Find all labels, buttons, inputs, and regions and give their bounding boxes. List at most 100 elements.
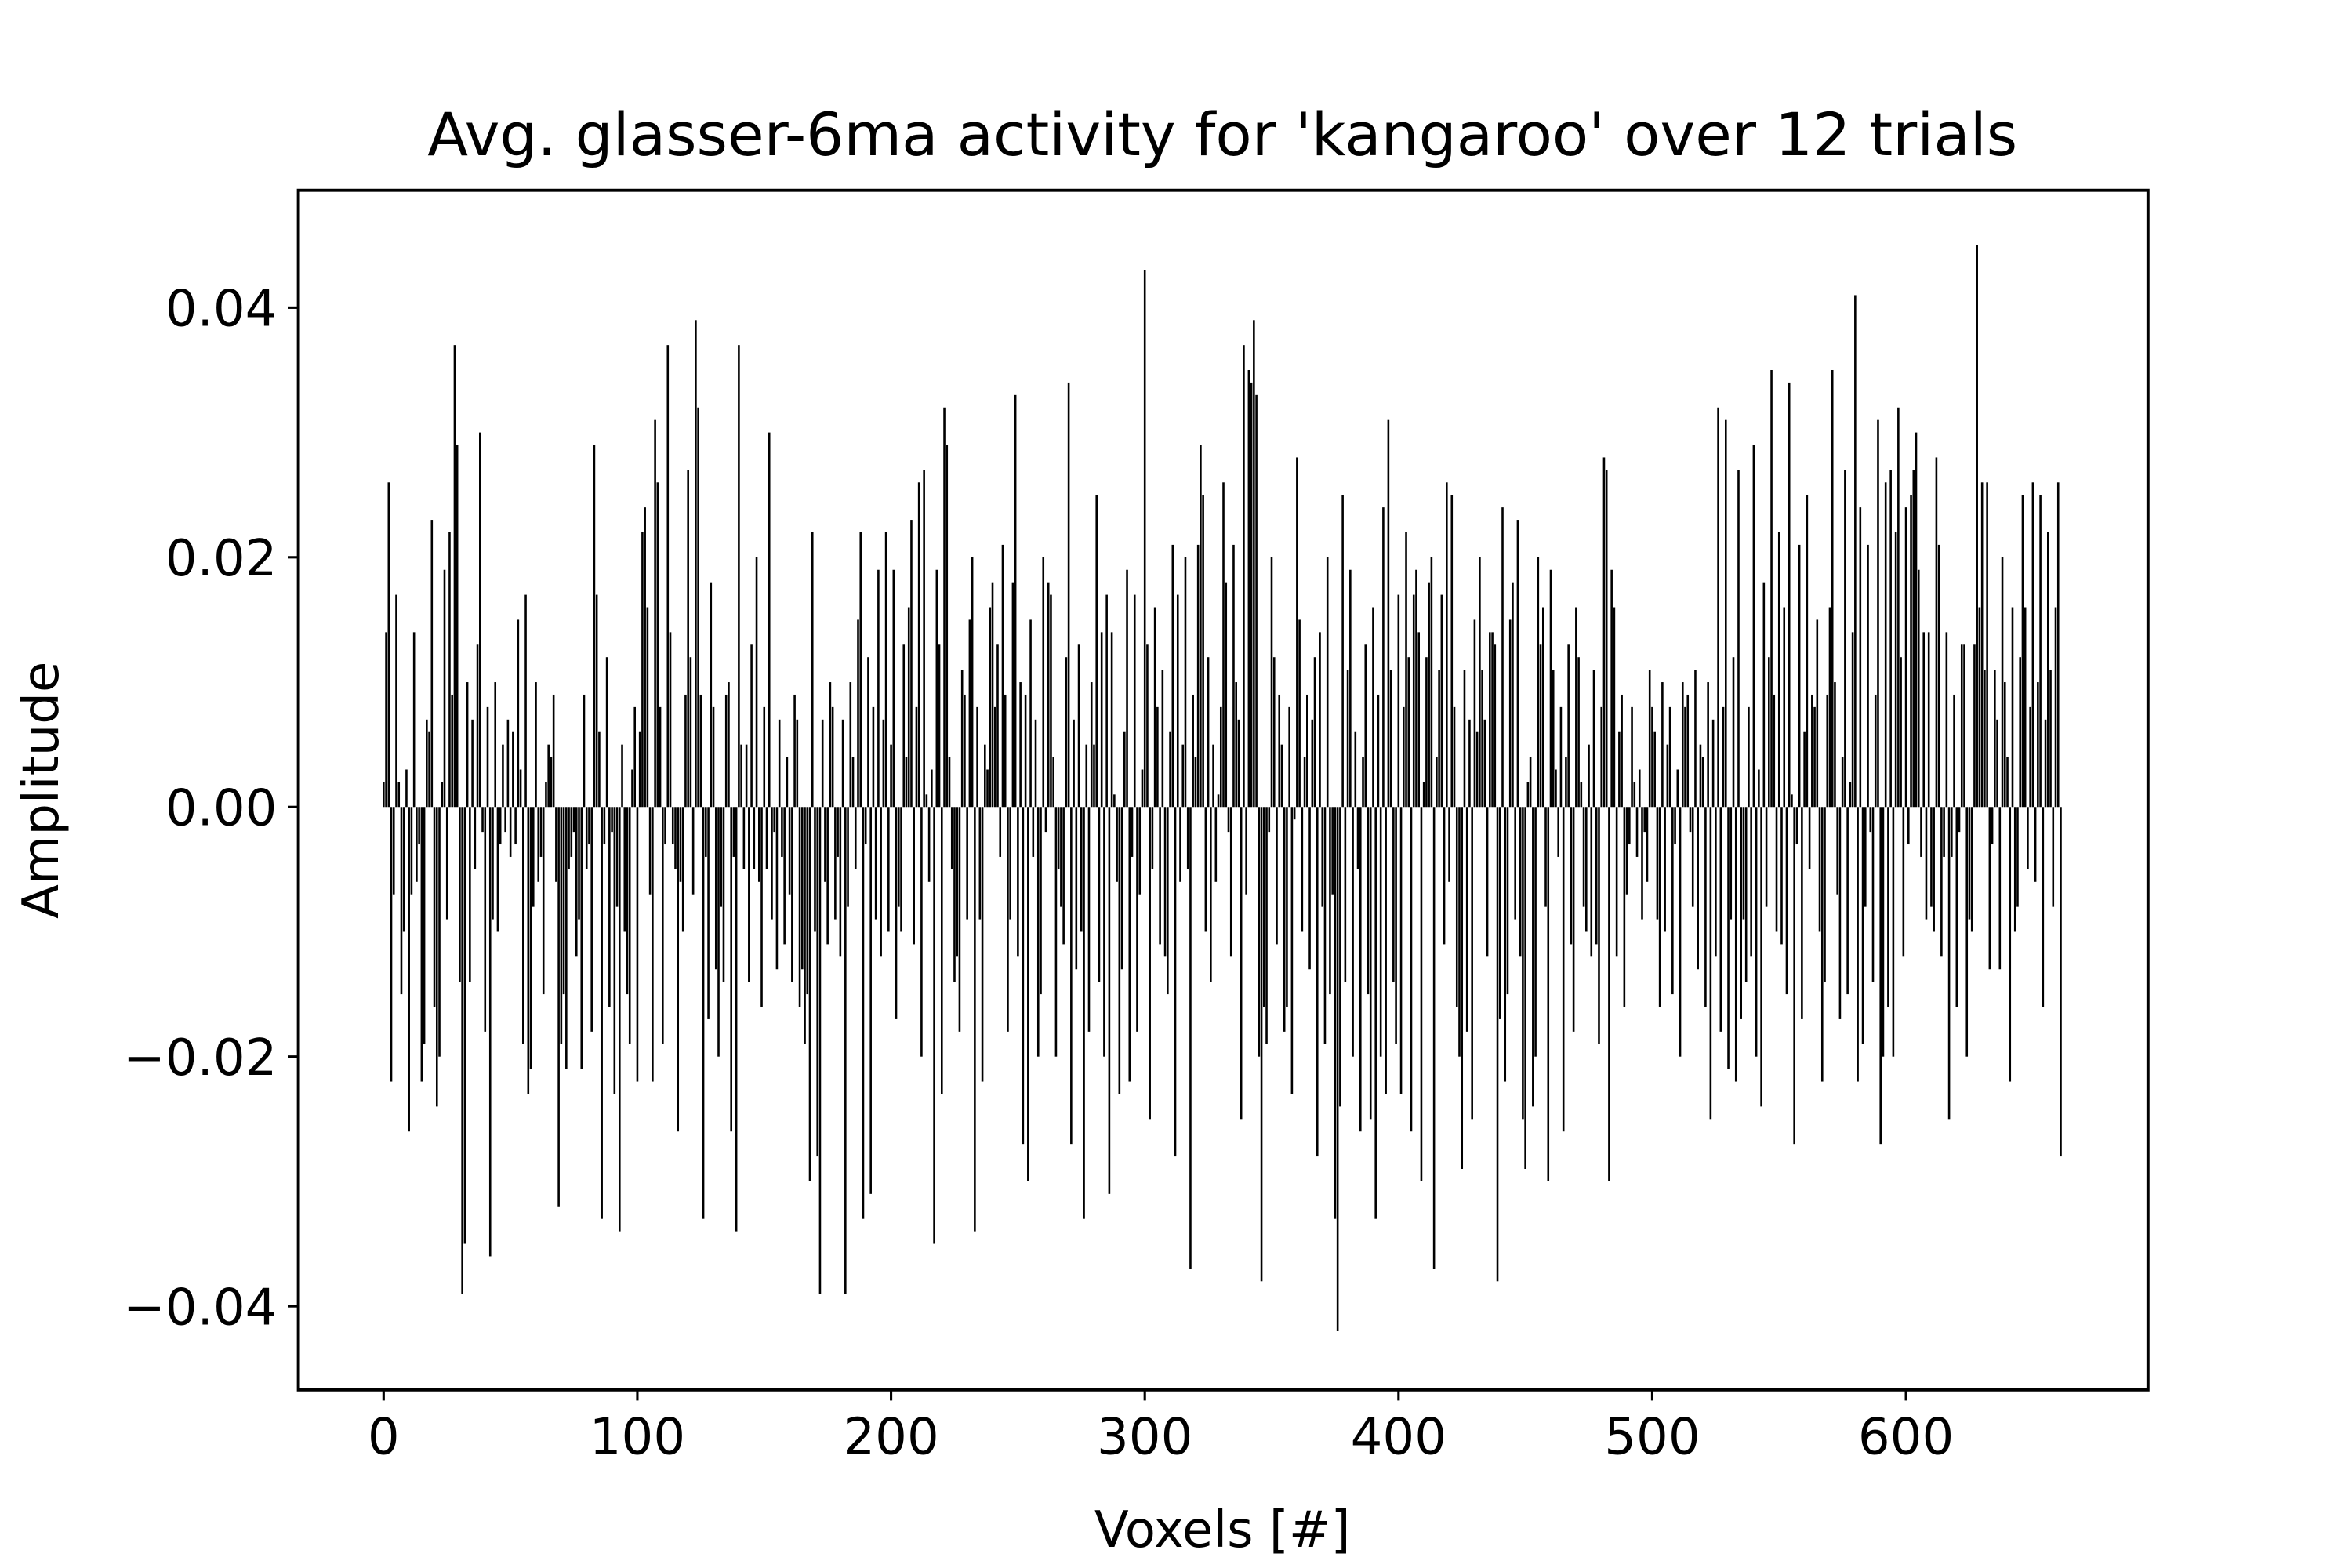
- bar: [459, 807, 461, 982]
- bar: [1552, 670, 1555, 808]
- bar: [1339, 807, 1341, 1107]
- bar: [1214, 807, 1218, 882]
- bar: [1486, 807, 1489, 957]
- bar: [1356, 807, 1359, 869]
- bar: [1438, 670, 1440, 808]
- bar: [677, 807, 680, 1132]
- bar: [1522, 807, 1524, 1120]
- bar: [426, 719, 428, 808]
- bar: [2047, 532, 2049, 808]
- bar: [1186, 807, 1189, 869]
- bar: [771, 807, 773, 920]
- bar: [438, 807, 441, 1057]
- bar: [880, 807, 882, 957]
- bar: [1212, 744, 1214, 808]
- bar: [2044, 719, 2047, 808]
- bar: [613, 807, 616, 1094]
- bar: [1040, 807, 1042, 995]
- bar: [1585, 807, 1588, 932]
- bar: [1588, 744, 1590, 808]
- bar: [1372, 607, 1374, 808]
- bar: [1296, 457, 1298, 808]
- bar: [735, 807, 738, 1232]
- bar: [1118, 807, 1121, 1094]
- bar: [1407, 657, 1410, 808]
- bar: [999, 807, 1002, 857]
- bar: [1910, 495, 1912, 808]
- bar: [1775, 807, 1778, 932]
- bar: [1788, 382, 1791, 808]
- bar: [905, 757, 908, 808]
- bar: [1047, 582, 1050, 808]
- bar: [412, 632, 416, 808]
- bar: [1316, 807, 1319, 1157]
- bar: [1996, 719, 1998, 808]
- bar: [1894, 532, 1897, 808]
- bar: [1537, 557, 1540, 808]
- bar: [1108, 807, 1111, 1194]
- bar: [927, 807, 931, 882]
- bar: [1717, 407, 1719, 808]
- bar: [1516, 520, 1519, 808]
- bar: [964, 694, 966, 808]
- bar: [1864, 807, 1867, 907]
- bar: [504, 807, 506, 833]
- bar: [818, 807, 822, 1294]
- bar: [1176, 594, 1179, 808]
- bar: [1884, 482, 1887, 808]
- bar: [1953, 694, 1955, 808]
- x-tick-label: 600: [1858, 1408, 1954, 1466]
- bar: [1024, 694, 1027, 808]
- bar: [1073, 719, 1075, 808]
- bar: [943, 407, 946, 808]
- bar: [1229, 807, 1232, 957]
- bar: [1146, 644, 1149, 808]
- bar: [1623, 807, 1626, 1007]
- bar: [1498, 807, 1501, 1019]
- bar: [1937, 544, 1940, 808]
- bar: [720, 807, 723, 907]
- bar: [816, 807, 819, 1157]
- bar: [652, 807, 654, 1082]
- bar: [2001, 557, 2004, 808]
- bar: [2024, 607, 2027, 808]
- bar: [1679, 807, 1682, 1057]
- bar: [669, 632, 672, 808]
- bar: [1534, 807, 1537, 1057]
- bar: [1007, 807, 1009, 1032]
- bar: [1532, 807, 1534, 1107]
- bar: [2042, 807, 2045, 1007]
- bar: [1879, 807, 1882, 1145]
- bar: [1399, 807, 1403, 1094]
- bar: [1083, 807, 1085, 1219]
- bar: [917, 482, 920, 808]
- bar: [778, 719, 781, 808]
- bar: [1425, 657, 1428, 808]
- bar: [1986, 482, 1988, 808]
- bar: [1940, 807, 1943, 957]
- bar: [1539, 644, 1542, 808]
- bar: [2006, 757, 2009, 808]
- bar: [1664, 807, 1666, 932]
- bar: [1595, 807, 1598, 945]
- bar: [1436, 757, 1438, 808]
- bar: [1475, 731, 1479, 808]
- bar: [1163, 807, 1167, 957]
- bar: [646, 607, 649, 808]
- bar: [2054, 607, 2057, 808]
- bar: [644, 507, 646, 808]
- bar: [1374, 807, 1377, 1219]
- bar: [1605, 470, 1608, 808]
- bar: [740, 744, 742, 808]
- bar: [684, 694, 687, 808]
- bar: [1105, 594, 1108, 808]
- bar: [697, 407, 699, 808]
- bar: [768, 432, 771, 808]
- bar: [537, 807, 540, 882]
- bar: [1054, 807, 1058, 1057]
- bar: [433, 807, 436, 1007]
- bar: [796, 719, 799, 808]
- bar: [1577, 657, 1580, 808]
- bar: [1057, 807, 1060, 869]
